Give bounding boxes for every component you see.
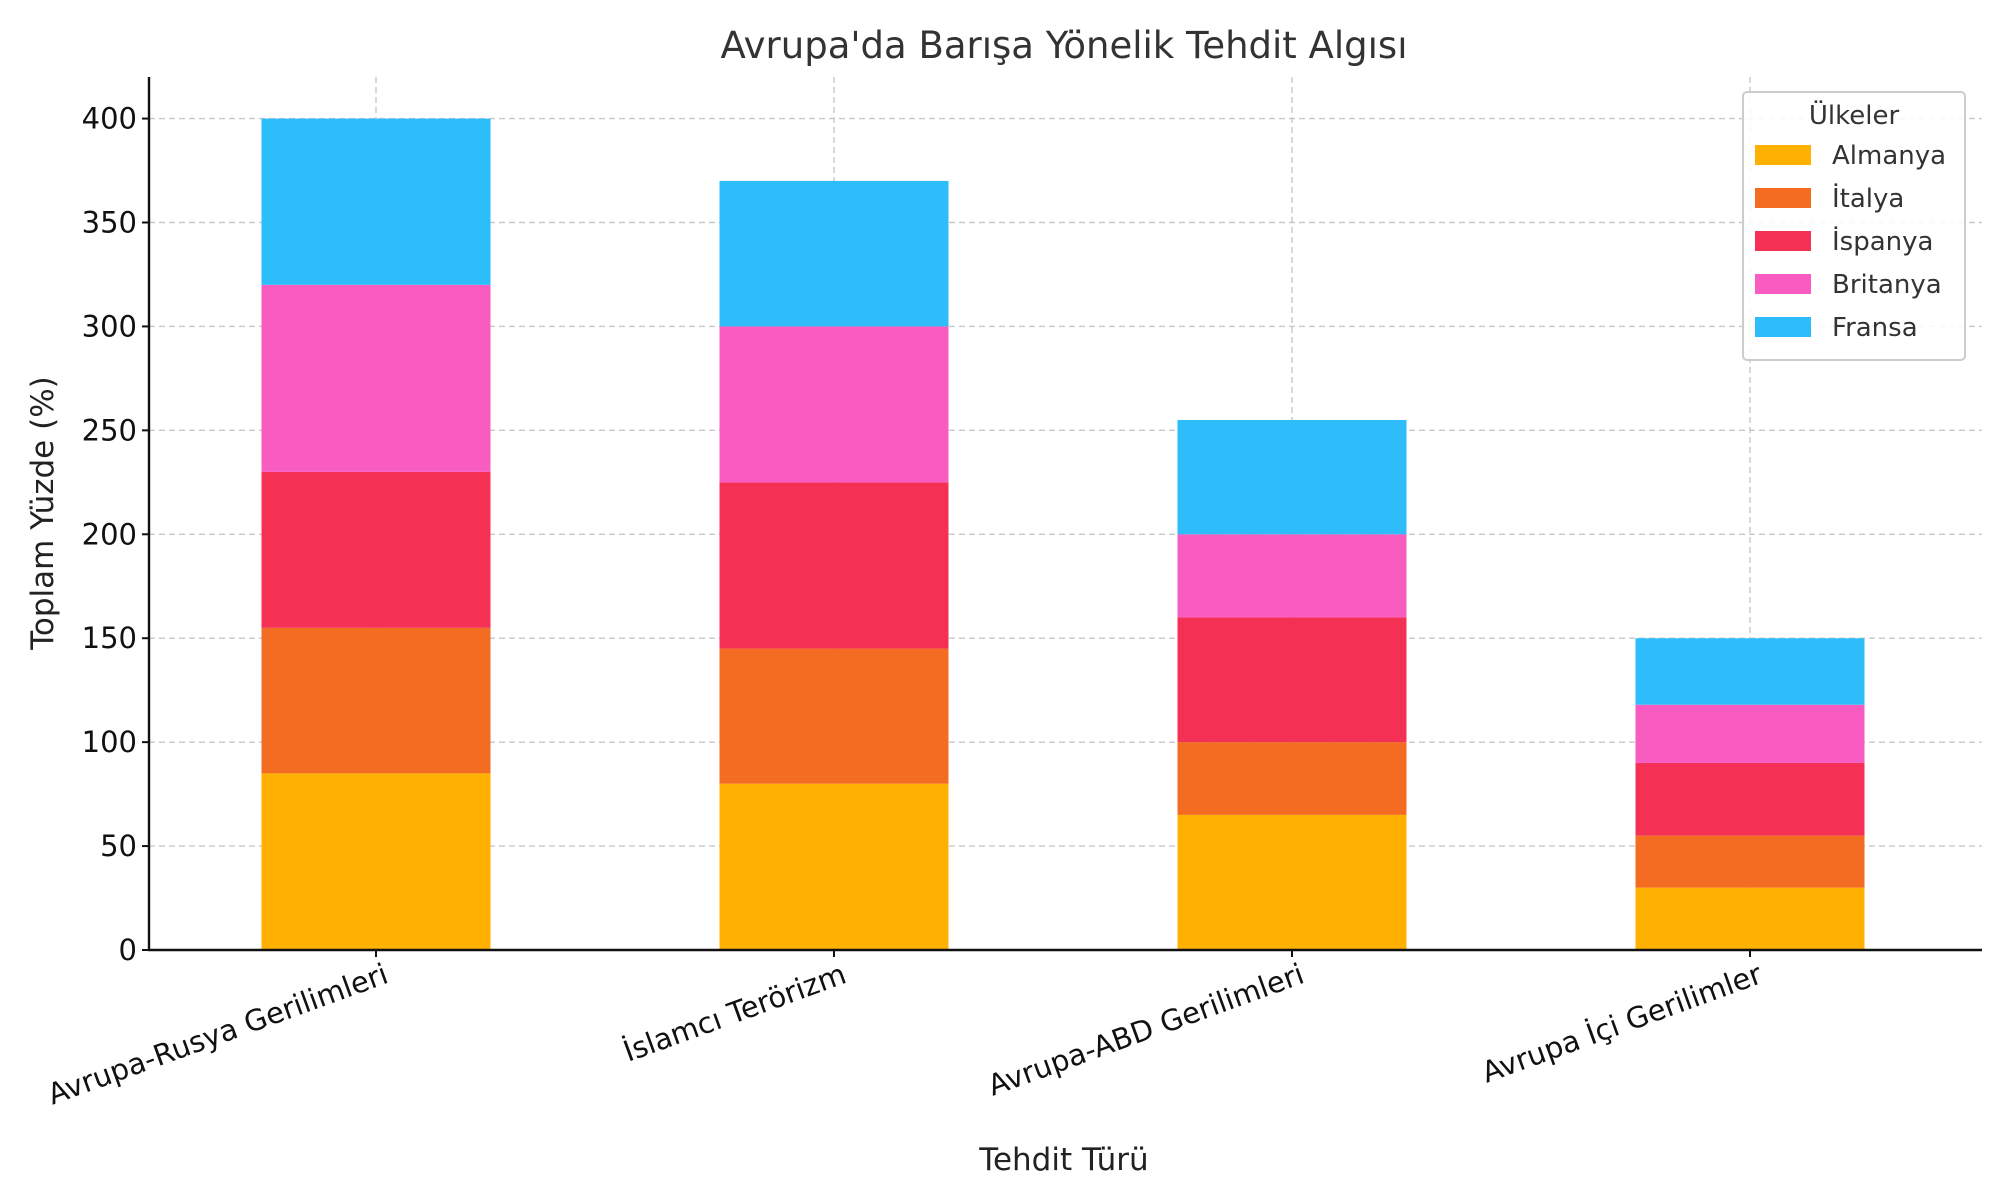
- legend-label: Almanya: [1832, 141, 1946, 171]
- bar-segment: [261, 627, 491, 774]
- legend-label: Fransa: [1832, 313, 1918, 343]
- bar-segment: [1635, 704, 1865, 763]
- legend-swatch: [1755, 317, 1811, 337]
- bar-segment: [719, 326, 949, 483]
- legend-label: İspanya: [1832, 225, 1933, 257]
- bars-layer: [261, 118, 1865, 950]
- y-tick-label: 300: [82, 309, 137, 343]
- bar-segment: [261, 471, 491, 628]
- bar-segment: [261, 773, 491, 950]
- y-tick-label: 100: [82, 725, 137, 759]
- x-axis-title: Tehdit Türü: [978, 1142, 1148, 1178]
- x-tick-label: Avrupa-Rusya Gerilimleri: [43, 957, 392, 1112]
- bar-segment: [1177, 814, 1407, 950]
- x-tick-label: İslamcı Terörizm: [619, 957, 851, 1069]
- legend-swatch: [1755, 145, 1811, 165]
- x-tick-label: Avrupa İçi Gerilimler: [1477, 957, 1766, 1090]
- bar-segment: [1635, 835, 1865, 888]
- bar-segment: [1177, 534, 1407, 618]
- bar-segment: [1177, 742, 1407, 815]
- legend: Ülkeler Almanya İtalya İspanya Britanya Fran…: [1742, 91, 1966, 361]
- legend-swatch: [1755, 231, 1811, 251]
- y-tick-label: 200: [82, 517, 137, 551]
- x-ticks: Avrupa-Rusya Gerilimleri İslamcı Terörizm…: [43, 950, 1766, 1111]
- y-tick-label: 150: [82, 621, 137, 655]
- y-tick-label: 0: [119, 933, 137, 967]
- y-axis-title: Toplam Yüzde (%): [25, 376, 61, 651]
- bar-segment: [261, 284, 491, 472]
- bar-segment: [261, 118, 491, 285]
- bar-segment: [719, 482, 949, 649]
- bar-segment: [719, 180, 949, 327]
- chart-title: Avrupa'da Barışa Yönelik Tehdit Algısı: [721, 24, 1408, 67]
- x-tick-label: Avrupa-ABD Gerilimleri: [983, 957, 1308, 1103]
- bar-segment: [1635, 762, 1865, 836]
- bar-segment: [719, 648, 949, 784]
- legend-swatch: [1755, 274, 1811, 294]
- legend-title: Ülkeler: [1809, 99, 1900, 131]
- legend-label: Britanya: [1832, 270, 1942, 300]
- bar-segment: [719, 783, 949, 950]
- bar-segment: [1635, 887, 1865, 950]
- y-tick-label: 350: [82, 206, 137, 240]
- legend-items: Almanya İtalya İspanya Britanya Fransa: [1755, 141, 1946, 343]
- y-tick-label: 250: [82, 413, 137, 447]
- y-ticks: 0 50 100 150 200 250 300 350 400: [82, 102, 149, 967]
- legend-label: İtalya: [1832, 182, 1904, 214]
- legend-swatch: [1755, 188, 1811, 208]
- bar-segment: [1177, 419, 1407, 535]
- bar-segment: [1635, 638, 1865, 705]
- y-tick-label: 400: [82, 102, 137, 136]
- y-tick-label: 50: [100, 829, 137, 863]
- bar-segment: [1177, 617, 1407, 743]
